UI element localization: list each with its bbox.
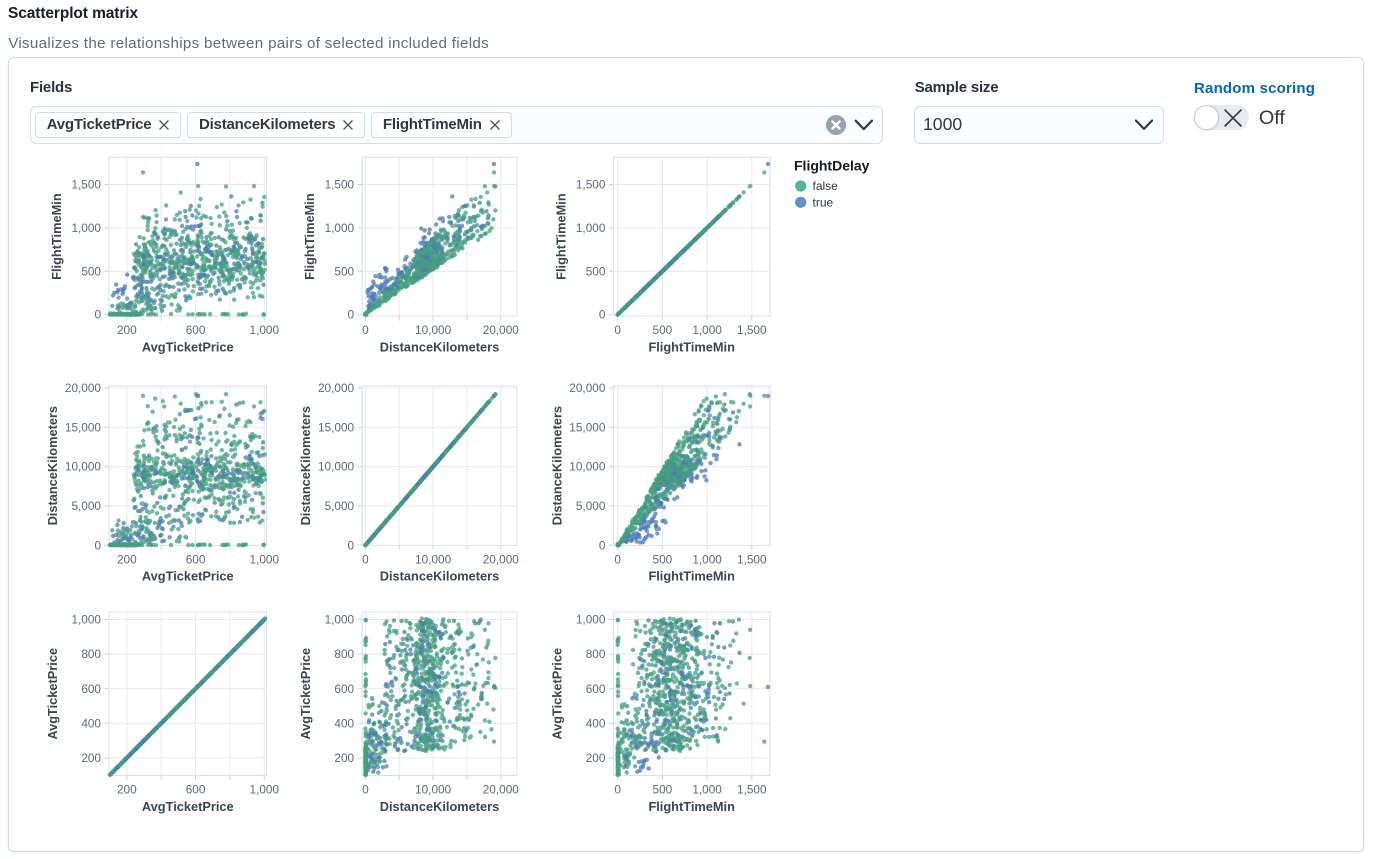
svg-text:0: 0 bbox=[348, 538, 355, 552]
svg-text:5,000: 5,000 bbox=[325, 499, 355, 513]
svg-text:0: 0 bbox=[348, 308, 355, 322]
svg-text:1,000: 1,000 bbox=[692, 323, 722, 337]
svg-text:AvgTicketPrice: AvgTicketPrice bbox=[142, 799, 234, 814]
svg-text:AvgTicketPrice: AvgTicketPrice bbox=[45, 648, 60, 740]
svg-text:1,500: 1,500 bbox=[325, 178, 355, 192]
svg-text:600: 600 bbox=[334, 682, 354, 696]
svg-text:1,500: 1,500 bbox=[737, 552, 767, 566]
svg-text:FlightTimeMin: FlightTimeMin bbox=[302, 193, 317, 280]
svg-text:15,000: 15,000 bbox=[318, 420, 355, 434]
svg-text:200: 200 bbox=[81, 751, 101, 765]
svg-text:1,000: 1,000 bbox=[250, 783, 280, 797]
svg-text:0: 0 bbox=[94, 308, 101, 322]
svg-text:15,000: 15,000 bbox=[65, 420, 102, 434]
svg-text:20,000: 20,000 bbox=[483, 783, 520, 797]
svg-text:5,000: 5,000 bbox=[576, 499, 606, 513]
svg-text:10,000: 10,000 bbox=[415, 552, 452, 566]
svg-text:20,000: 20,000 bbox=[318, 381, 355, 395]
svg-text:AvgTicketPrice: AvgTicketPrice bbox=[142, 569, 234, 584]
svg-text:10,000: 10,000 bbox=[65, 460, 102, 474]
svg-text:400: 400 bbox=[334, 716, 354, 730]
svg-text:FlightDelay: FlightDelay bbox=[794, 157, 870, 173]
svg-text:AvgTicketPrice: AvgTicketPrice bbox=[549, 648, 564, 740]
svg-text:20,000: 20,000 bbox=[569, 381, 606, 395]
svg-text:0: 0 bbox=[599, 308, 606, 322]
svg-text:1,000: 1,000 bbox=[692, 552, 722, 566]
svg-text:600: 600 bbox=[186, 552, 206, 566]
svg-text:400: 400 bbox=[586, 716, 606, 730]
svg-text:FlightTimeMin: FlightTimeMin bbox=[648, 799, 735, 814]
svg-text:AvgTicketPrice: AvgTicketPrice bbox=[142, 339, 234, 354]
svg-text:DistanceKilometers: DistanceKilometers bbox=[549, 406, 564, 525]
svg-text:1,000: 1,000 bbox=[71, 613, 101, 627]
svg-text:DistanceKilometers: DistanceKilometers bbox=[298, 406, 313, 525]
svg-text:DistanceKilometers: DistanceKilometers bbox=[380, 799, 499, 814]
svg-text:10,000: 10,000 bbox=[415, 783, 452, 797]
svg-text:AvgTicketPrice: AvgTicketPrice bbox=[298, 648, 313, 740]
svg-text:500: 500 bbox=[653, 323, 673, 337]
svg-text:800: 800 bbox=[81, 647, 101, 661]
svg-text:0: 0 bbox=[362, 783, 369, 797]
svg-text:FlightTimeMin: FlightTimeMin bbox=[49, 193, 64, 280]
svg-text:600: 600 bbox=[186, 783, 206, 797]
svg-text:20,000: 20,000 bbox=[65, 381, 102, 395]
svg-text:1,500: 1,500 bbox=[576, 178, 606, 192]
svg-text:20,000: 20,000 bbox=[483, 552, 520, 566]
svg-text:1,000: 1,000 bbox=[71, 221, 101, 235]
svg-text:600: 600 bbox=[81, 682, 101, 696]
svg-text:200: 200 bbox=[334, 751, 354, 765]
svg-text:800: 800 bbox=[334, 647, 354, 661]
svg-text:true: true bbox=[813, 196, 834, 210]
svg-text:600: 600 bbox=[586, 682, 606, 696]
svg-text:500: 500 bbox=[653, 552, 673, 566]
svg-text:1,000: 1,000 bbox=[325, 221, 355, 235]
svg-text:800: 800 bbox=[586, 647, 606, 661]
svg-text:FlightTimeMin: FlightTimeMin bbox=[648, 339, 735, 354]
svg-text:FlightTimeMin: FlightTimeMin bbox=[648, 569, 735, 584]
svg-text:20,000: 20,000 bbox=[483, 323, 520, 337]
svg-text:0: 0 bbox=[599, 538, 606, 552]
svg-text:200: 200 bbox=[117, 552, 137, 566]
svg-text:1,000: 1,000 bbox=[325, 613, 355, 627]
svg-text:1,000: 1,000 bbox=[250, 323, 280, 337]
svg-text:DistanceKilometers: DistanceKilometers bbox=[380, 569, 499, 584]
svg-text:DistanceKilometers: DistanceKilometers bbox=[380, 339, 499, 354]
svg-text:500: 500 bbox=[586, 264, 606, 278]
svg-text:1,500: 1,500 bbox=[737, 323, 767, 337]
svg-text:0: 0 bbox=[94, 538, 101, 552]
svg-text:1,000: 1,000 bbox=[692, 783, 722, 797]
svg-text:false: false bbox=[813, 179, 839, 193]
svg-text:1,500: 1,500 bbox=[71, 178, 101, 192]
svg-text:10,000: 10,000 bbox=[318, 460, 355, 474]
svg-text:10,000: 10,000 bbox=[415, 323, 452, 337]
svg-text:1,500: 1,500 bbox=[737, 783, 767, 797]
svg-text:200: 200 bbox=[117, 783, 137, 797]
svg-text:1,000: 1,000 bbox=[250, 552, 280, 566]
svg-text:500: 500 bbox=[334, 264, 354, 278]
svg-text:15,000: 15,000 bbox=[569, 420, 606, 434]
svg-text:0: 0 bbox=[614, 323, 621, 337]
svg-text:500: 500 bbox=[653, 783, 673, 797]
svg-text:DistanceKilometers: DistanceKilometers bbox=[45, 406, 60, 525]
svg-text:200: 200 bbox=[586, 751, 606, 765]
svg-text:0: 0 bbox=[614, 783, 621, 797]
svg-text:0: 0 bbox=[362, 552, 369, 566]
svg-text:200: 200 bbox=[117, 323, 137, 337]
svg-text:1,000: 1,000 bbox=[576, 613, 606, 627]
svg-text:FlightTimeMin: FlightTimeMin bbox=[553, 193, 568, 280]
svg-text:600: 600 bbox=[186, 323, 206, 337]
svg-text:10,000: 10,000 bbox=[569, 460, 606, 474]
svg-text:0: 0 bbox=[614, 552, 621, 566]
svg-text:0: 0 bbox=[362, 323, 369, 337]
svg-text:5,000: 5,000 bbox=[71, 499, 101, 513]
svg-text:1,000: 1,000 bbox=[576, 221, 606, 235]
svg-text:400: 400 bbox=[81, 716, 101, 730]
svg-text:500: 500 bbox=[81, 264, 101, 278]
